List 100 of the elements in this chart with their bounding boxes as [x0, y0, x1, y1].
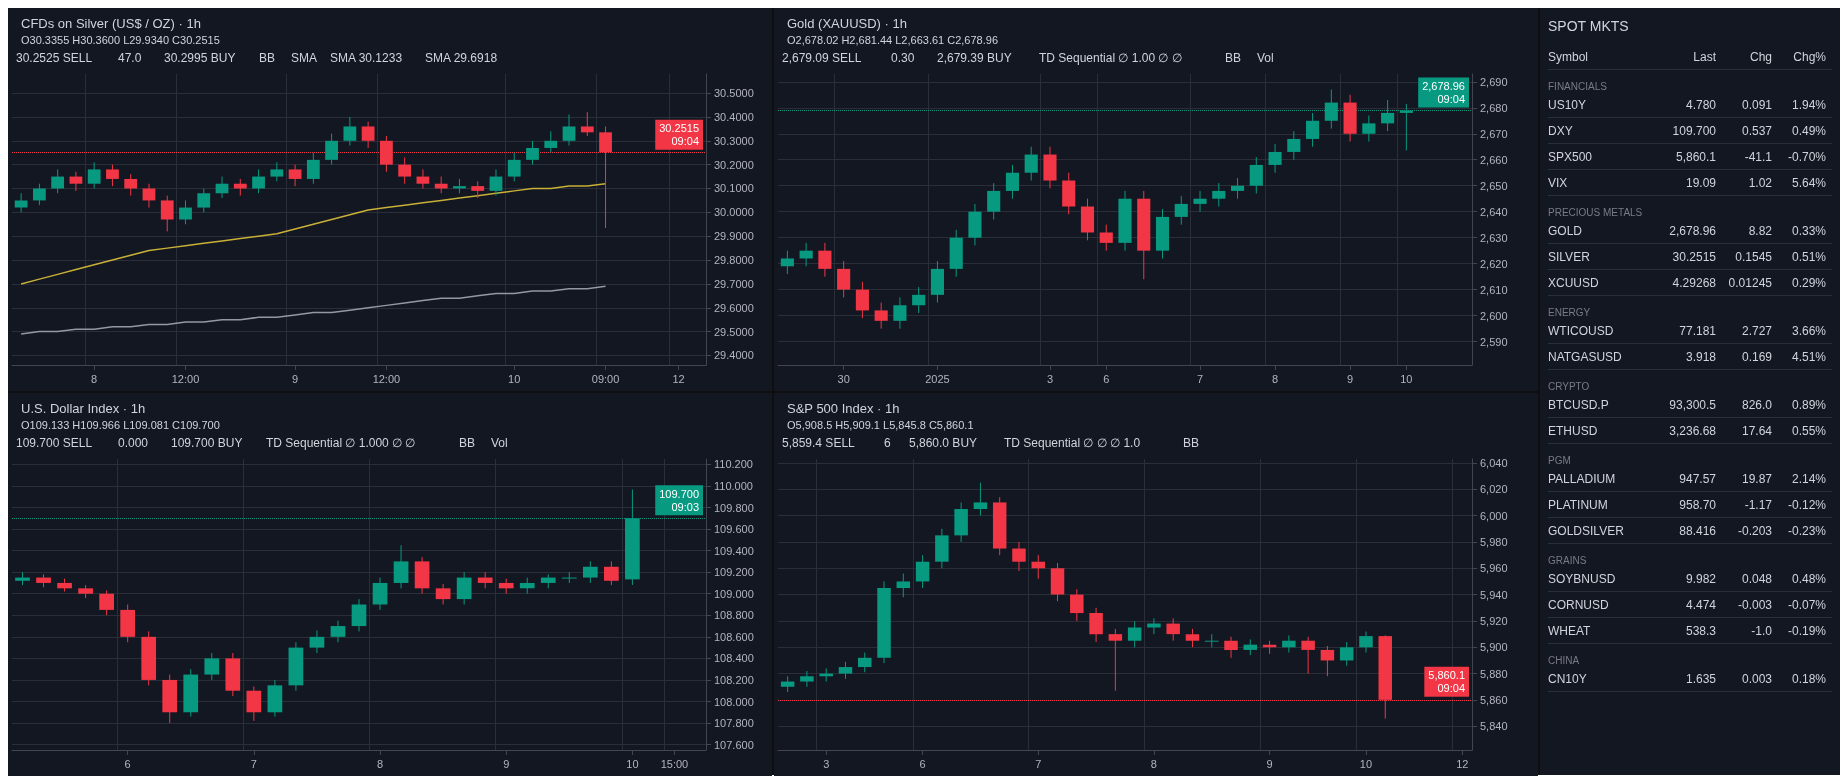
y-tick-label: 108.000: [714, 695, 754, 707]
x-tick-label: 15:00: [660, 757, 689, 769]
candlestick: [912, 286, 926, 314]
candlestick: [818, 242, 832, 278]
candlestick: [1012, 540, 1026, 571]
y-tick-label: 2,670: [1480, 127, 1508, 140]
y-tick-label: 6,040: [1480, 456, 1508, 469]
text: CORNUSD 4.474 -0.003 -0.07%: [1548, 597, 1826, 612]
text: SPOT MKTS: [1548, 18, 1630, 34]
x-tick-label: 12: [672, 372, 685, 385]
x-tick-label: 10: [508, 372, 521, 385]
x-tick-label: 10: [1359, 757, 1373, 769]
candlestick: [604, 560, 619, 586]
text: CN10Y 1.635 0.003 0.18%: [1548, 671, 1826, 686]
candlestick: [1224, 635, 1238, 658]
text: 30.2525 SELL: [16, 51, 93, 65]
text: SMA: [291, 51, 318, 65]
x-tick-label: 12: [1456, 757, 1469, 769]
candlestick: [124, 173, 138, 197]
candlestick: [197, 187, 211, 213]
candlestick: [1306, 112, 1320, 148]
chart-subtitle: O5,908.5 H5,909.1 L5,845.8 C5,860.1: [787, 418, 974, 430]
text: BB: [259, 51, 276, 65]
candlestick: [246, 685, 262, 721]
text: PALLADIUM 947.57 19.87 2.14%: [1548, 471, 1826, 486]
x-tick-label: 7: [250, 757, 257, 769]
candlestick: [252, 168, 265, 194]
y-tick-label: 30.2000: [714, 158, 754, 171]
x-tick-label: 6: [124, 757, 131, 769]
candlestick: [973, 481, 988, 516]
y-tick-label: 2,650: [1480, 179, 1508, 192]
candlestick: [179, 199, 192, 225]
x-tick-label: 6: [1103, 372, 1110, 385]
y-tick-label: 110.000: [714, 479, 753, 492]
candlestick: [1099, 224, 1113, 252]
candlestick: [416, 168, 430, 189]
candlestick: [1268, 143, 1282, 174]
y-tick-label: 30.1000: [714, 182, 754, 195]
x-tick-label: 7: [1035, 757, 1042, 769]
text: 109.700 BUY: [171, 435, 243, 450]
x-tick-label: 30: [837, 372, 850, 385]
candlestick: [1230, 177, 1245, 200]
candlestick: [1359, 630, 1373, 653]
ref-line-label: 5,860.1 09:04: [1428, 668, 1465, 694]
candlestick: [1282, 634, 1296, 653]
candlestick: [855, 281, 869, 319]
candlestick: [14, 192, 28, 213]
candlestick: [1024, 146, 1038, 182]
text: CHINA: [1548, 654, 1581, 666]
text: SPX500 5,860.1 -41.1 -0.70%: [1548, 149, 1826, 164]
x-tick-label: 8: [1150, 757, 1157, 769]
text: DXY 109.700 0.537 0.49%: [1548, 123, 1826, 138]
text: Vol: [491, 435, 508, 450]
candlestick: [106, 164, 119, 187]
text: 47.0: [118, 51, 142, 65]
y-tick-label: 5,840: [1480, 719, 1508, 732]
y-tick-label: 109.800: [714, 501, 754, 513]
candlestick: [1174, 195, 1188, 226]
text: NATGASUSD 3.918 0.169 4.51%: [1548, 349, 1826, 364]
text: GRAINS: [1548, 554, 1588, 566]
y-tick-label: 2,660: [1480, 153, 1508, 166]
x-tick-label: 10: [1400, 372, 1413, 385]
candlestick: [1320, 644, 1335, 677]
candlestick: [51, 168, 65, 194]
y-tick-label: 108.400: [714, 651, 754, 664]
text: GOLDSILVER 88.416 -0.203 -0.23%: [1548, 523, 1826, 538]
text: 0.000: [118, 435, 149, 450]
candlestick: [800, 670, 814, 687]
text: 2,679.39 BUY: [937, 51, 1012, 65]
y-tick-label: 108.800: [714, 608, 754, 621]
text: 6: [884, 435, 891, 450]
chart-subtitle: O2,678.02 H2,681.44 L2,663.61 C2,678.96: [787, 33, 999, 46]
y-tick-label: 2,680: [1480, 101, 1508, 114]
text: XCUUSD 4.29268 0.01245 0.29%: [1548, 275, 1826, 290]
y-tick-label: 30.0000: [714, 206, 754, 219]
y-tick-label: 109.400: [714, 544, 754, 557]
text: 5,859.4 SELL: [782, 435, 856, 450]
candlestick: [330, 619, 346, 643]
y-tick-label: 30.5000: [714, 87, 754, 100]
y-tick-label: 2,640: [1480, 205, 1508, 218]
text: FINANCIALS: [1548, 80, 1608, 92]
text: BB: [1225, 51, 1242, 65]
candlestick: [562, 114, 576, 147]
chart-title: Gold (XAUUSD) · 1h: [787, 16, 907, 31]
candlestick: [33, 183, 46, 206]
ref-line-label: 109.700 09:03: [659, 487, 699, 513]
x-tick-label: 9: [1266, 757, 1273, 769]
y-tick-label: 109.000: [714, 587, 754, 600]
candlestick: [1362, 115, 1376, 143]
y-tick-label: 29.9000: [714, 230, 754, 243]
x-tick-label: 2025: [925, 372, 950, 385]
candlestick: [1166, 617, 1180, 641]
text: PLATINUM 958.70 -1.17 -0.12%: [1548, 497, 1826, 512]
y-tick-label: 29.8000: [714, 254, 754, 267]
y-tick-label: 2,600: [1480, 309, 1508, 322]
text: 30.2995 BUY: [164, 51, 236, 65]
text: PGM: [1548, 454, 1572, 466]
candlestick: [544, 130, 558, 154]
chart-title: CFDs on Silver (US$ / OZ) · 1h: [21, 16, 201, 31]
y-tick-label: 30.3000: [714, 134, 754, 147]
